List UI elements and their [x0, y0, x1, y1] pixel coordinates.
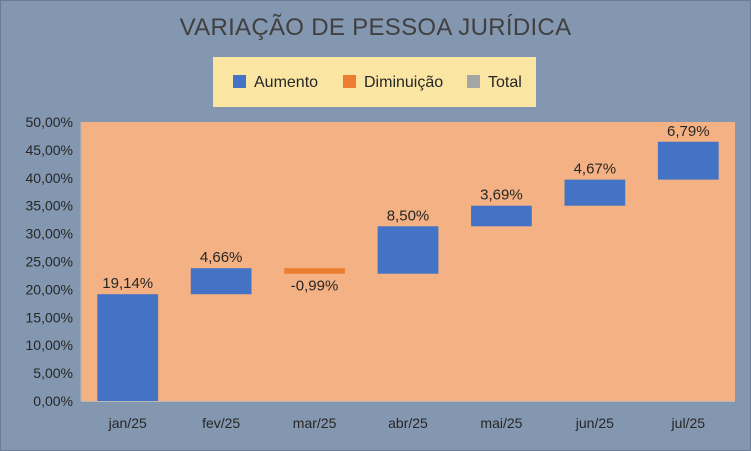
legend-swatch-aumento	[233, 75, 246, 88]
data-label: 6,79%	[667, 123, 710, 140]
data-label: -0,99%	[291, 278, 339, 295]
bar-increase	[657, 141, 719, 180]
x-tick-label: fev/25	[202, 415, 240, 431]
y-tick-label: 0,00%	[33, 393, 73, 409]
y-tick-label: 35,00%	[26, 198, 73, 214]
bar-increase	[97, 294, 159, 401]
x-tick-label: mar/25	[293, 415, 337, 431]
legend-item-diminuicao: Diminuição	[343, 74, 443, 92]
bar-increase	[377, 226, 439, 274]
x-tick-label: jul/25	[671, 415, 706, 431]
y-tick-label: 45,00%	[26, 142, 73, 158]
data-label: 19,14%	[102, 275, 153, 292]
legend-label-aumento: Aumento	[254, 74, 319, 91]
y-tick-label: 40,00%	[26, 170, 73, 186]
y-tick-label: 10,00%	[26, 337, 73, 353]
y-tick-label: 50,00%	[26, 114, 73, 130]
bar-decrease	[284, 268, 345, 274]
bar-increase	[471, 205, 532, 227]
x-tick-label: mai/25	[480, 415, 522, 431]
data-label: 4,66%	[200, 249, 243, 266]
bar-increase	[564, 179, 626, 206]
legend-swatch-total	[467, 75, 480, 88]
y-tick-label: 15,00%	[26, 309, 73, 325]
legend: Aumento Diminuição Total	[213, 57, 536, 107]
legend-swatch-diminuicao	[343, 75, 356, 88]
data-label: 3,69%	[480, 187, 523, 204]
x-tick-label: jan/25	[108, 415, 147, 431]
y-tick-label: 30,00%	[26, 226, 73, 242]
bar-increase	[190, 268, 252, 295]
legend-label-diminuicao: Diminuição	[364, 74, 444, 91]
legend-item-aumento: Aumento	[233, 74, 318, 92]
y-tick-label: 5,00%	[33, 365, 73, 381]
legend-item-total: Total	[467, 74, 522, 92]
data-label: 4,67%	[574, 161, 617, 178]
chart-title: VARIAÇÃO DE PESSOA JURÍDICA	[179, 14, 572, 41]
x-tick-label: jun/25	[575, 415, 614, 431]
y-tick-label: 20,00%	[26, 281, 73, 297]
legend-label-total: Total	[488, 74, 522, 91]
y-tick-label: 25,00%	[26, 254, 73, 270]
data-label: 8,50%	[387, 207, 430, 224]
x-tick-label: abr/25	[388, 415, 428, 431]
